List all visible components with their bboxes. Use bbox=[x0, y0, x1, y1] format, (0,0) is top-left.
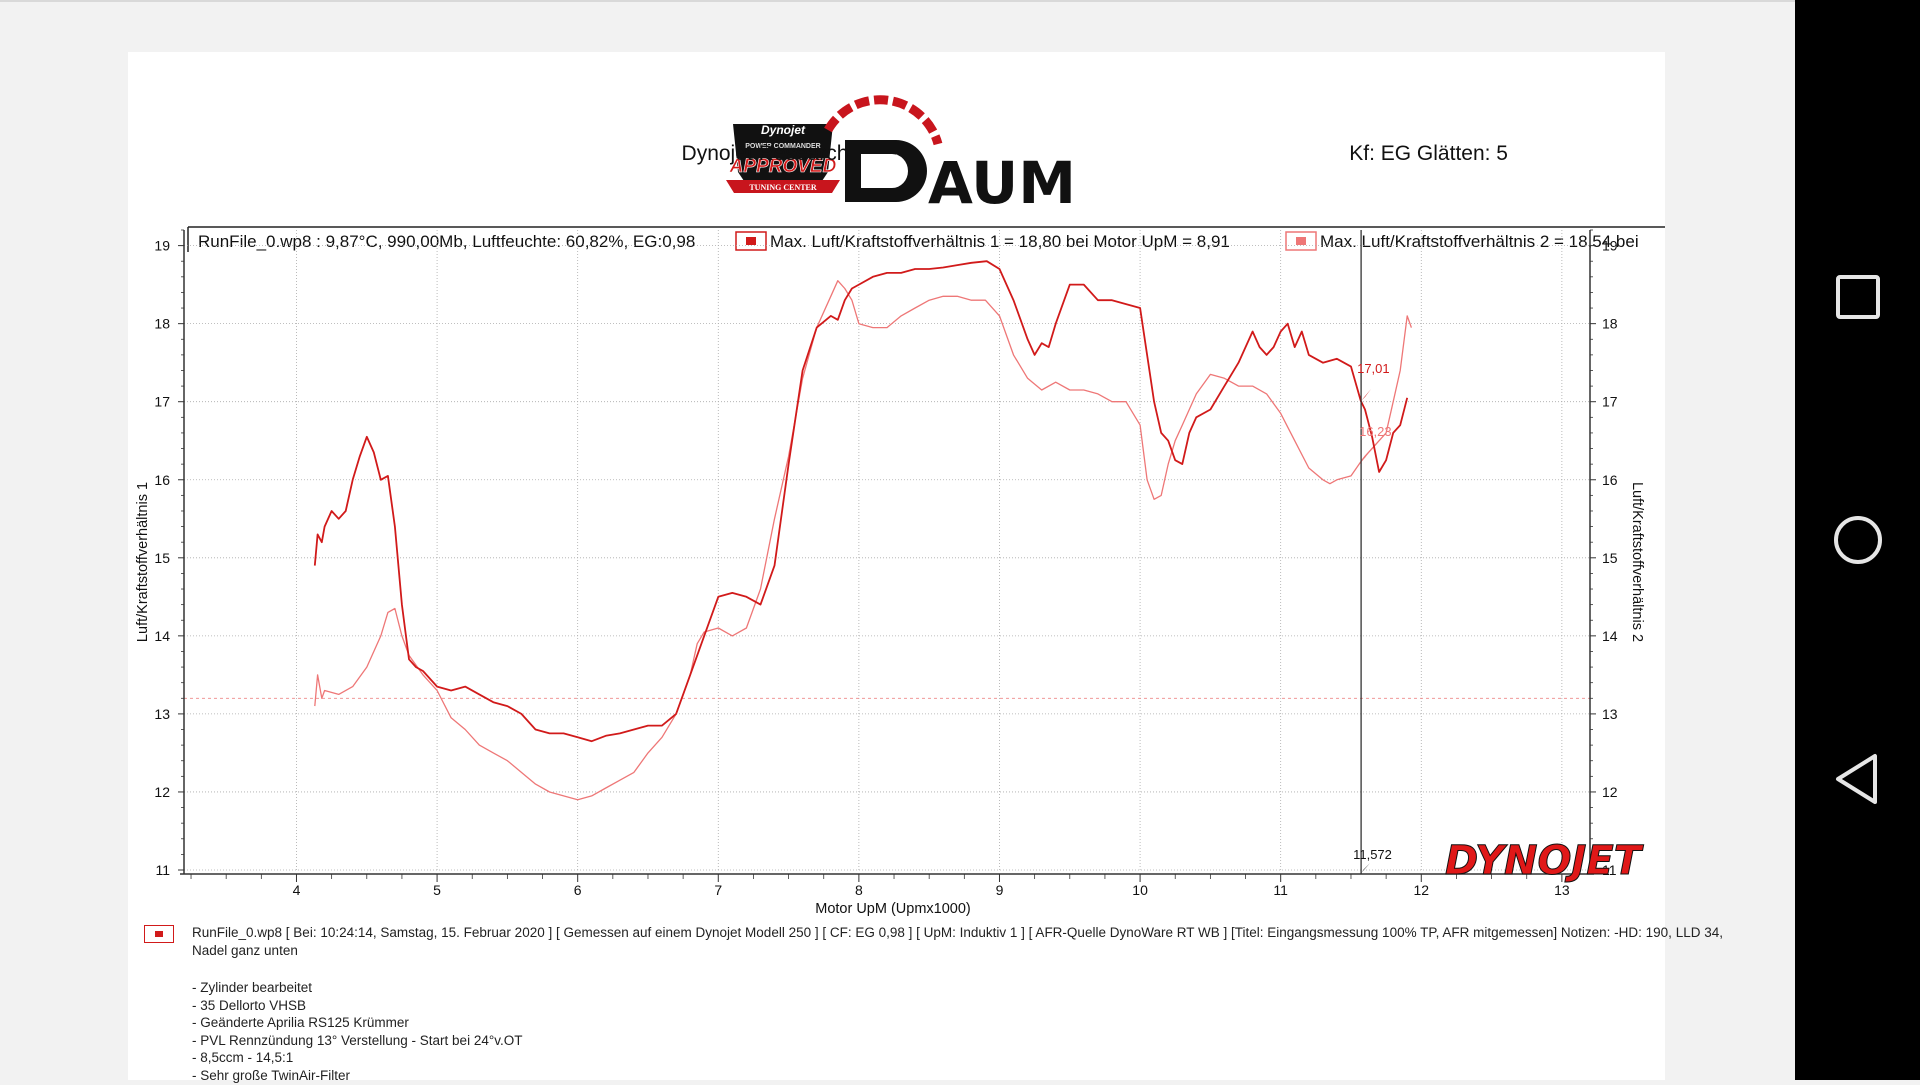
cursor-x-value: 11,572 bbox=[1353, 847, 1392, 862]
y-tick-label-right: 11 bbox=[1602, 862, 1617, 878]
runfile-marker-icon bbox=[144, 925, 174, 943]
badge-ribbon bbox=[726, 180, 840, 193]
y-tick-label-right: 12 bbox=[1602, 784, 1618, 800]
badge-mid-text: POWER COMMANDER bbox=[745, 143, 820, 150]
cursor-x-arrow bbox=[1361, 863, 1371, 873]
x-tick-label: 8 bbox=[855, 882, 863, 898]
y-tick-label-right: 18 bbox=[1602, 316, 1618, 332]
x-tick-label: 4 bbox=[293, 882, 301, 898]
recent-apps-button[interactable] bbox=[1795, 258, 1920, 338]
legend-swatch-1-fill bbox=[746, 237, 756, 245]
dynojet-approved-badge: Dynojet POWER COMMANDER APPROVED TUNING … bbox=[726, 123, 840, 193]
note-line: - Zylinder bearbeitet bbox=[192, 980, 313, 995]
grid-layer bbox=[184, 230, 1590, 871]
y-axis-label-left: Luft/Kraftstoffverhältnis 1 bbox=[135, 482, 151, 642]
y-tick-label-left: 18 bbox=[154, 316, 170, 332]
home-button[interactable] bbox=[1795, 500, 1920, 580]
legend-runfile: RunFile_0.wp8 : 9,87°C, 990,00Mb, Luftfe… bbox=[198, 232, 695, 251]
note-line: - 8,5ccm - 14,5:1 bbox=[192, 1050, 294, 1066]
cursor-value-1: 17,01 bbox=[1357, 361, 1390, 376]
daum-wordmark: AUM bbox=[928, 149, 1076, 217]
recent-apps-icon bbox=[1836, 275, 1880, 319]
cursor-marker-2 bbox=[1361, 449, 1372, 462]
dyno-report-sheet: Dynojet POWER COMMANDER APPROVED TUNING … bbox=[128, 52, 1723, 1083]
y-tick-label-right: 17 bbox=[1602, 394, 1618, 410]
dyno-chart: Dynojet POWER COMMANDER APPROVED TUNING … bbox=[135, 95, 1665, 917]
y-tick-label-right: 16 bbox=[1602, 472, 1618, 488]
note-line: - PVL Rennzündung 13° Verstellung - Star… bbox=[192, 1032, 523, 1048]
daum-speedo-arc bbox=[824, 95, 943, 146]
x-tick-label: 13 bbox=[1554, 882, 1570, 898]
series-line-2 bbox=[314, 280, 1413, 801]
y-axis-label-right: Luft/Kraftstoffverhältnis 2 bbox=[1629, 482, 1645, 642]
y-tick-label-left: 11 bbox=[155, 862, 170, 878]
runfile-description: RunFile_0.wp8 [ Bei: 10:24:14, Samstag, … bbox=[192, 925, 1723, 958]
x-axis-label: Motor UpM (Upmx1000) bbox=[815, 901, 971, 917]
cursor-marker-1 bbox=[1361, 388, 1372, 401]
axis-layer: 4 5 6 7 8 9 10 11 12 13 11 11 12 12 13 13 14 14 15 15 16 16 17… bbox=[154, 229, 1618, 898]
y-tick-label-left: 16 bbox=[154, 472, 170, 488]
series-line-1 bbox=[313, 260, 1409, 743]
x-tick-label: 12 bbox=[1413, 882, 1429, 898]
y-tick-label-right: 15 bbox=[1602, 550, 1618, 566]
x-tick-label: 11 bbox=[1273, 882, 1288, 898]
daum-logo: AUM bbox=[824, 95, 1076, 217]
x-tick-label: 6 bbox=[574, 882, 582, 898]
back-icon bbox=[1836, 754, 1877, 804]
legend-swatch-2-fill bbox=[1296, 237, 1306, 245]
legend-series-2: Max. Luft/Kraftstoffverhältnis 2 = 18,54… bbox=[1320, 232, 1639, 251]
legend-series-1: Max. Luft/Kraftstoffverhältnis 1 = 18,80… bbox=[770, 232, 1230, 251]
x-tick-label: 9 bbox=[996, 882, 1004, 898]
top-status-edge bbox=[0, 0, 1795, 2]
note-line: - Geänderte Aprilia RS125 Krümmer bbox=[192, 1015, 409, 1031]
note-line: - 35 Dellorto VHSB bbox=[192, 997, 307, 1013]
y-tick-label-left: 17 bbox=[154, 394, 170, 410]
back-button[interactable] bbox=[1795, 740, 1920, 820]
x-tick-label: 7 bbox=[714, 882, 722, 898]
smoothing-info: Kf: EG Glätten: 5 bbox=[1349, 142, 1508, 165]
notes-list: - Zylinder bearbeitet - 35 Dellorto VHSB… bbox=[192, 979, 522, 1085]
legend-bar: RunFile_0.wp8 : 9,87°C, 990,00Mb, Luftfe… bbox=[187, 226, 1665, 252]
chart-title: Dynojet Research bbox=[682, 142, 849, 165]
y-tick-label-left: 19 bbox=[154, 238, 170, 254]
daum-d-letter bbox=[845, 140, 927, 202]
x-tick-label: 10 bbox=[1132, 882, 1148, 898]
y-tick-label-right: 13 bbox=[1602, 706, 1618, 722]
badge-bottom-text: TUNING CENTER bbox=[749, 183, 817, 192]
y-tick-label-left: 15 bbox=[154, 550, 170, 566]
badge-shield bbox=[733, 124, 833, 187]
daum-needle bbox=[871, 154, 900, 173]
y-tick-label-left: 14 bbox=[154, 628, 170, 644]
series-layer bbox=[313, 260, 1413, 801]
y-tick-label-right: 19 bbox=[1602, 238, 1618, 254]
y-tick-label-right: 14 bbox=[1602, 628, 1618, 644]
android-nav-bar bbox=[1795, 0, 1920, 1080]
cursor-value-2: 16,23 bbox=[1359, 424, 1392, 439]
y-tick-label-left: 12 bbox=[154, 784, 170, 800]
x-tick-label: 5 bbox=[433, 882, 441, 898]
y-tick-label-left: 13 bbox=[154, 706, 170, 722]
note-line: - Sehr große TwinAir-Filter bbox=[192, 1067, 351, 1083]
badge-top-text: Dynojet bbox=[761, 123, 806, 137]
badge-approved-text: APPROVED bbox=[729, 156, 837, 177]
home-icon bbox=[1834, 516, 1882, 564]
dynojet-watermark: DYNOJET bbox=[1445, 838, 1644, 884]
cursor-layer[interactable]: 11,572 17,01 16,23 bbox=[1353, 230, 1392, 874]
